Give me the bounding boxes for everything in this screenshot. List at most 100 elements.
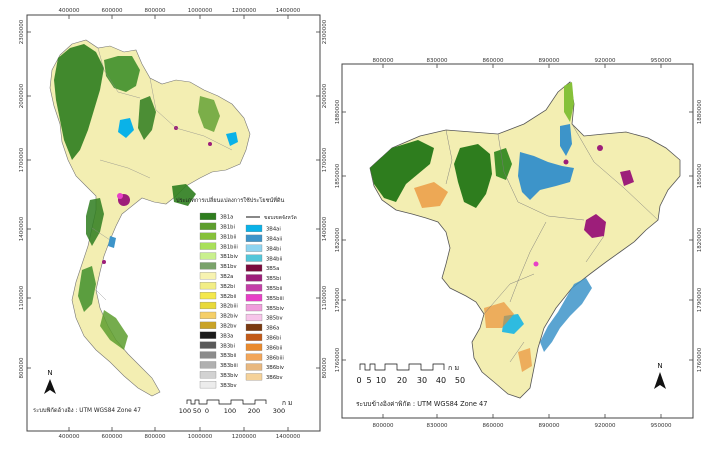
top-x-tick: 400000 [59, 8, 80, 14]
legend-swatch [199, 331, 217, 339]
left-y-tick: 1400000 [19, 216, 25, 241]
urban-spot [597, 145, 603, 151]
urban-spot [102, 260, 106, 264]
urban-spot [563, 159, 569, 165]
right-tick-marks [342, 64, 693, 418]
bottom-x-tick: 920000 [595, 423, 616, 429]
legend-label: 3B1biv [220, 254, 238, 260]
bottom-x-tick: 830000 [427, 423, 448, 429]
right-y-tick: 1880000 [697, 99, 703, 124]
legend-swatch [245, 284, 263, 292]
left-y-tick: 2300000 [19, 19, 25, 44]
province-boundaries [91, 47, 233, 301]
legend-swatch [199, 301, 217, 310]
scale-number: 5 [366, 376, 371, 385]
legend-swatch [199, 341, 217, 349]
north-green-strip [564, 82, 574, 122]
west-forest [86, 198, 104, 246]
crs-text: ระบบข้างอิงค่าพิกัด : UTM WGS84 Zone 47 [356, 400, 487, 408]
scale-number: 0 [356, 376, 361, 385]
left-y-tick: 1700000 [19, 147, 25, 172]
legend-swatch [199, 381, 217, 389]
left-y-tick: 1790000 [335, 287, 341, 312]
north-forest-2 [104, 56, 140, 92]
south-reservoir [540, 278, 592, 352]
left-tick-marks [27, 15, 320, 431]
urban-spot [533, 261, 539, 267]
top-x-tick: 800000 [373, 58, 394, 64]
top-x-tick: 1200000 [232, 8, 257, 14]
north-arrow-icon: N [44, 369, 56, 394]
urban-area [620, 170, 634, 186]
legend-label: 3B5a [266, 266, 279, 272]
legend-label: 3B6a [266, 326, 279, 332]
south-forest [78, 266, 96, 312]
right-y-tick: 800000 [322, 357, 328, 378]
right-y-tick: 1820000 [697, 227, 703, 252]
north-label: N [47, 369, 52, 377]
left-y-tick: 1100000 [19, 285, 25, 310]
legend-swatch [245, 343, 263, 351]
legend-swatch [245, 224, 263, 232]
legend-swatch [199, 361, 217, 369]
province-detail-map: 800000 830000 860000 890000 920000 95000… [334, 52, 721, 448]
legend-label: 3B2bii [220, 294, 236, 300]
right-y-tick: 1700000 [322, 147, 328, 172]
top-x-tick: 890000 [539, 58, 560, 64]
province-landmass [369, 81, 681, 399]
legend-label: 3B5bi [266, 276, 281, 282]
legend-label: 3B1biii [220, 244, 238, 250]
legend-swatch [245, 323, 263, 331]
legend: ประเภทการเปลี่ยนแปลงการใช้ประโยชน์ที่ดิน… [176, 196, 297, 389]
reservoir-3 [108, 236, 116, 248]
legend-label: 3B1bv [220, 264, 237, 270]
bottom-x-tick: 890000 [539, 423, 560, 429]
legend-swatch [199, 242, 217, 250]
right-y-tick: 1790000 [697, 287, 703, 312]
scale-bar: 0 5 10 20 30 40 50 ก ม [356, 363, 465, 385]
legend-label: 3B3bv [220, 383, 237, 389]
scale-number: 100 [224, 407, 236, 415]
legend-label: 3B2bi [220, 284, 235, 290]
legend-label: 3B6bi [266, 336, 281, 342]
legend-label: 3B1bi [220, 225, 235, 231]
reservoir [118, 118, 134, 138]
legend-swatch [199, 232, 217, 240]
left-y-tick: 2000000 [19, 83, 25, 108]
west-forest [370, 140, 434, 202]
legend-column-1: 3B1a 3B1bi 3B1bii 3B1biii 3B1biv 3B1bv 3B2a 3B2… [199, 212, 238, 389]
right-y-tick: 1850000 [697, 163, 703, 188]
scale-number: 300 [273, 407, 285, 415]
legend-swatch [245, 294, 263, 302]
scale-unit: ก ม [448, 364, 459, 372]
left-y-tick: 1760000 [335, 347, 341, 372]
legend-label: 3B2bv [220, 324, 237, 330]
legend-swatch [199, 212, 217, 220]
bangkok-urban-2 [117, 193, 123, 199]
scale-unit: ก ม [282, 399, 292, 407]
scale-number: 100 [179, 407, 191, 415]
legend-label: 3B3biii [220, 363, 238, 369]
scale-number: 50 [455, 376, 465, 385]
scale-number: 0 [205, 407, 209, 415]
legend-swatch [199, 272, 217, 280]
legend-label: 3B5bv [266, 316, 283, 322]
legend-label: 3B3bii [220, 353, 236, 359]
legend-label: 3B6bv [266, 375, 283, 381]
legend-swatch [199, 321, 217, 329]
legend-swatch [245, 304, 263, 312]
legend-swatch [245, 254, 263, 262]
legend-swatch [245, 333, 263, 341]
province-map-svg: 800000 830000 860000 890000 920000 95000… [335, 58, 703, 429]
bottom-x-tick: 1000000 [188, 434, 213, 440]
legend-label: 3B5biii [266, 296, 284, 302]
legend-label: 3B2biv [220, 314, 238, 320]
bottom-x-tick: 1400000 [276, 434, 301, 440]
top-x-tick: 1000000 [188, 8, 213, 14]
legend-label: 3B6biii [266, 355, 284, 361]
left-y-tick: 1880000 [335, 99, 341, 124]
orange-cluster [414, 182, 448, 208]
district-boundaries [445, 123, 659, 363]
urban-spot [208, 142, 212, 146]
scale-number: 30 [417, 376, 427, 385]
